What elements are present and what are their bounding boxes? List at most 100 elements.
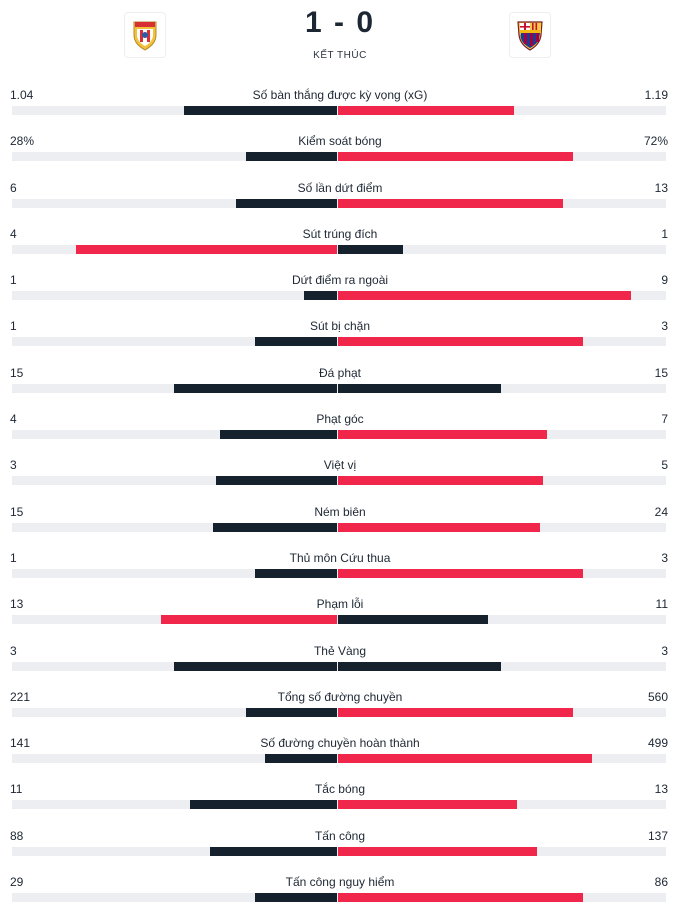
stat-away-bar <box>338 707 573 717</box>
stat-home-value: 4 <box>10 412 17 427</box>
match-score: 1 - 0 <box>304 6 376 39</box>
stat-row: 4 Sút trúng đích 1 <box>0 219 680 265</box>
stat-away-value: 137 <box>647 828 668 843</box>
stat-row: 1.04 Số bàn thắng được kỳ vọng (xG) 1.19 <box>0 80 680 126</box>
stat-home-value: 1 <box>10 550 17 565</box>
stat-home-value: 3 <box>10 643 17 658</box>
stat-home-value: 4 <box>10 226 17 241</box>
stat-away-value: 5 <box>661 458 668 473</box>
stat-row: 28% Kiểm soát bóng 72% <box>0 126 680 172</box>
stat-home-bar <box>220 430 337 440</box>
stat-away-bar <box>338 291 631 301</box>
stat-home-bar <box>216 476 337 486</box>
stat-home-bar <box>76 244 337 254</box>
match-stats-list: 1.04 Số bàn thắng được kỳ vọng (xG) 1.19 28… <box>0 80 680 913</box>
stat-home-bar <box>246 152 337 162</box>
stat-home-bar <box>246 707 337 717</box>
stat-home-value: 29 <box>10 875 24 890</box>
stat-row: 13 Phạm lỗi 11 <box>0 589 680 635</box>
away-team-crest[interactable] <box>509 12 551 58</box>
stat-label: Đá phạt <box>318 365 362 380</box>
stat-label: Phạm lỗi <box>316 597 364 612</box>
stat-row: 4 Phạt góc 7 <box>0 404 680 450</box>
stat-label: Ném biên <box>314 504 366 519</box>
stat-row: 221 Tổng số đường chuyền 560 <box>0 682 680 728</box>
match-header: 1 - 0 KẾT THÚC <box>0 0 680 80</box>
stat-row: 141 Số đường chuyền hoàn thành 499 <box>0 728 680 774</box>
stat-away-value: 24 <box>654 504 668 519</box>
stat-away-bar <box>338 106 514 115</box>
stat-away-value: 72% <box>643 134 668 149</box>
match-status: KẾT THÚC <box>313 50 367 61</box>
stat-away-value: 7 <box>661 412 668 427</box>
stat-label: Tắc bóng <box>314 782 366 797</box>
stat-label: Số đường chuyền hoàn thành <box>260 736 420 751</box>
stat-home-value: 15 <box>10 504 24 519</box>
stat-label: Kiểm soát bóng <box>298 134 382 149</box>
stat-home-bar <box>190 800 337 810</box>
stat-row: 6 Số lần dứt điểm 13 <box>0 173 680 219</box>
stat-away-bar <box>338 615 488 625</box>
stat-home-bar <box>161 615 337 625</box>
stat-away-bar <box>338 661 501 671</box>
home-team-crest[interactable] <box>124 12 166 58</box>
stat-row: 3 Thẻ Vàng 3 <box>0 636 680 682</box>
stat-home-bar <box>255 568 337 578</box>
stat-label: Số lần dứt điểm <box>297 180 383 195</box>
stat-row: 15 Đá phạt 15 <box>0 358 680 404</box>
stat-away-value: 3 <box>661 643 668 658</box>
stat-row: 88 Tấn công 137 <box>0 821 680 867</box>
stat-away-bar <box>338 198 563 208</box>
stat-label: Số bàn thắng được kỳ vọng (xG) <box>252 88 428 102</box>
almeria-crest-icon <box>133 21 157 51</box>
stat-away-value: 560 <box>647 689 668 704</box>
stat-home-bar <box>265 754 337 764</box>
stat-label: Phạt góc <box>316 412 364 427</box>
stat-away-value: 3 <box>661 319 668 334</box>
stat-label: Việt vị <box>323 458 357 473</box>
stat-home-bar <box>255 893 337 903</box>
stat-away-bar <box>338 152 573 162</box>
stat-home-bar <box>236 198 337 208</box>
stat-home-value: 221 <box>10 689 31 704</box>
stat-home-value: 141 <box>10 736 31 751</box>
stat-label: Tấn công <box>314 828 366 843</box>
stat-row: 1 Dứt điểm ra ngoài 9 <box>0 265 680 311</box>
stat-away-bar <box>338 383 501 393</box>
stat-away-bar <box>338 800 517 810</box>
stat-row: 29 Tấn công nguy hiểm 86 <box>0 867 680 913</box>
stat-label: Dứt điểm ra ngoài <box>291 273 389 288</box>
stat-home-value: 1.04 <box>10 88 34 102</box>
stat-home-bar <box>213 522 337 532</box>
barcelona-crest-icon <box>517 21 543 51</box>
stat-home-bar <box>184 106 337 115</box>
stat-away-bar <box>338 244 403 254</box>
stat-home-bar <box>210 846 337 856</box>
stat-home-bar <box>174 661 337 671</box>
stat-row: 11 Tắc bóng 13 <box>0 774 680 820</box>
stat-home-value: 13 <box>10 597 24 612</box>
stat-row: 1 Thủ môn Cứu thua 3 <box>0 543 680 589</box>
stat-row: 3 Việt vị 5 <box>0 450 680 496</box>
stat-away-value: 3 <box>661 550 668 565</box>
stat-away-bar <box>338 522 540 532</box>
stat-away-value: 1.19 <box>644 88 668 102</box>
stat-home-value: 3 <box>10 458 17 473</box>
stat-away-bar <box>338 893 583 903</box>
stat-home-value: 6 <box>10 180 17 195</box>
stat-label: Sút trúng đích <box>302 226 378 241</box>
stat-away-value: 11 <box>655 597 668 612</box>
stat-label: Tấn công nguy hiểm <box>285 875 395 890</box>
stat-label: Tổng số đường chuyền <box>277 689 403 704</box>
stat-away-value: 13 <box>654 180 668 195</box>
stat-away-bar <box>338 337 583 347</box>
stat-away-bar <box>338 476 543 486</box>
stat-away-bar <box>338 754 592 764</box>
stat-home-bar <box>174 383 337 393</box>
stat-away-value: 13 <box>654 782 668 797</box>
stat-away-value: 1 <box>661 226 668 241</box>
stat-label: Sút bị chặn <box>309 319 371 334</box>
stat-home-value: 88 <box>10 828 24 843</box>
stat-row: 1 Sút bị chặn 3 <box>0 311 680 357</box>
stat-label: Thẻ Vàng <box>313 643 367 658</box>
